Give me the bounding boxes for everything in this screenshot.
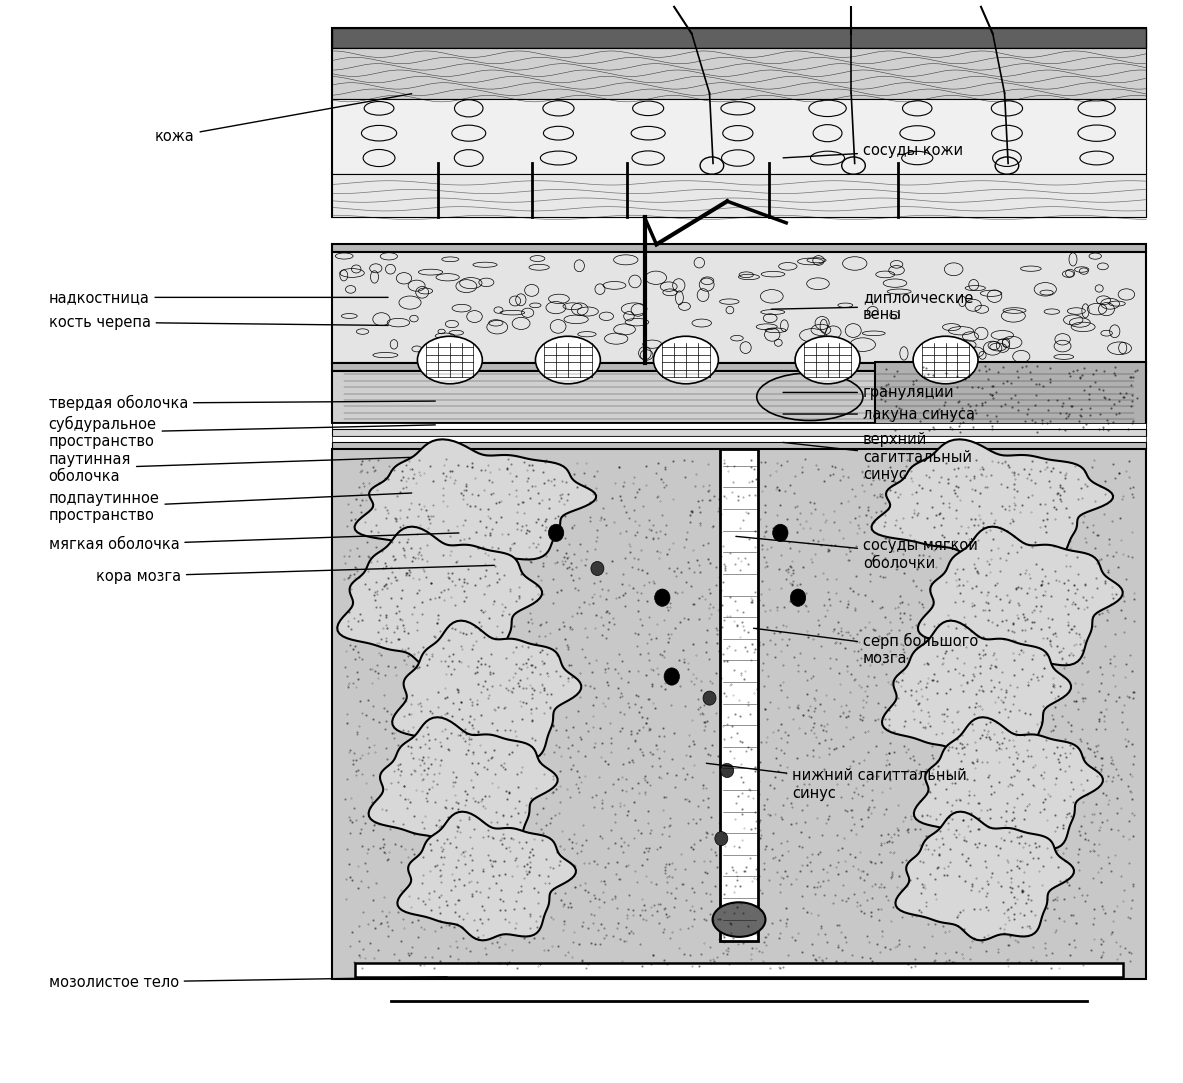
Text: кора мозга: кора мозга [96,565,494,584]
Bar [332,245,1146,252]
Bar [332,442,1146,448]
Bar [332,99,1146,174]
Bar [332,422,1146,429]
Text: верхний
сагиттальный
синус: верхний сагиттальный синус [783,432,972,482]
Polygon shape [872,440,1113,563]
Bar [332,252,1146,363]
Ellipse shape [653,336,718,383]
Ellipse shape [757,373,862,420]
Text: сосуды мягкой
оболочки: сосуды мягкой оболочки [736,536,978,571]
Ellipse shape [772,524,788,542]
Text: грануляции: грануляции [783,384,955,400]
Ellipse shape [654,589,670,606]
Bar [332,48,1146,99]
Bar [332,370,1146,422]
Polygon shape [913,717,1103,853]
Polygon shape [369,717,557,853]
Text: серп большого
мозга: серп большого мозга [754,628,978,666]
Text: мозолистое тело: мозолистое тело [49,975,447,990]
Ellipse shape [703,691,716,705]
Ellipse shape [536,336,600,383]
Bar [332,435,1146,442]
Ellipse shape [418,336,483,383]
Polygon shape [397,811,576,940]
Text: надкостница: надкостница [49,290,388,305]
Ellipse shape [664,668,679,686]
Bar [332,28,1146,48]
Bar [332,174,1146,218]
Text: диплоические
вены: диплоические вены [771,290,974,323]
Text: кожа: кожа [155,94,412,144]
Ellipse shape [913,336,978,383]
Text: подпаутинное
пространство: подпаутинное пространство [49,491,412,523]
Bar [720,448,758,941]
Ellipse shape [790,589,806,606]
Bar [332,429,1146,435]
Ellipse shape [549,524,564,542]
Text: твердая оболочка: твердая оболочка [49,395,435,412]
Text: лакуна синуса: лакуна синуса [783,406,975,421]
Polygon shape [355,440,596,563]
Ellipse shape [592,561,603,575]
Polygon shape [883,621,1071,764]
Polygon shape [337,526,542,669]
Bar [874,362,1146,435]
Polygon shape [393,621,581,764]
Text: субдуральное
пространство: субдуральное пространство [49,416,435,449]
Bar [332,448,1146,979]
Ellipse shape [720,764,733,778]
Bar [355,963,1123,977]
Ellipse shape [795,336,860,383]
Text: сосуды кожи: сосуды кожи [783,143,963,158]
Ellipse shape [715,832,728,846]
Bar [332,363,1146,370]
Bar [332,28,1146,218]
Text: мягкая оболочка: мягкая оболочка [49,533,459,552]
Polygon shape [896,811,1074,940]
Text: паутинная
оболочка: паутинная оболочка [49,452,412,484]
Ellipse shape [712,902,765,937]
Text: нижний сагиттальный
синус: нижний сагиттальный синус [706,764,967,800]
Text: кость черепа: кость черепа [49,315,388,329]
Polygon shape [918,526,1123,669]
